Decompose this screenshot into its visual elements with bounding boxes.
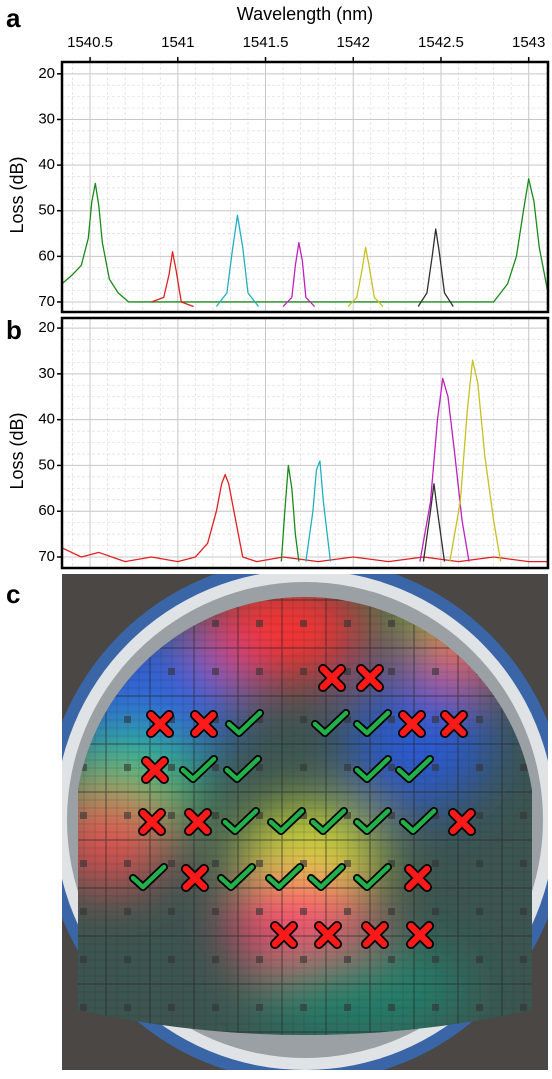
panel-label: c xyxy=(6,579,20,609)
pass-mark xyxy=(308,864,345,890)
pass-mark xyxy=(180,756,217,782)
fail-mark xyxy=(142,757,168,783)
fail-mark xyxy=(315,922,341,948)
pass-mark xyxy=(354,808,391,834)
y-tick-label: 50 xyxy=(38,202,55,219)
y-tick-label: 20 xyxy=(38,65,55,82)
y-tick-label: 50 xyxy=(38,456,55,473)
spectrum-line xyxy=(61,178,549,303)
fail-mark xyxy=(147,711,173,737)
wafer-photo xyxy=(62,574,548,1070)
pass-mark xyxy=(400,808,437,834)
die-marks xyxy=(129,664,476,949)
y-tick-label: 30 xyxy=(38,110,55,127)
x-tick-label: 1541.5 xyxy=(243,34,289,51)
y-tick-label: 30 xyxy=(38,365,55,382)
fail-mark xyxy=(362,922,388,948)
y-tick-label: 60 xyxy=(38,502,55,519)
y-tick-label: 70 xyxy=(38,548,55,565)
pass-mark xyxy=(354,864,391,890)
spectrum-line xyxy=(280,464,300,562)
pass-mark xyxy=(218,864,255,890)
spectrum-line xyxy=(282,242,316,307)
fail-mark xyxy=(407,922,433,948)
x-tick-label: 1541 xyxy=(161,34,194,51)
spectrum-line xyxy=(305,460,332,562)
spectrum-line xyxy=(422,483,446,562)
spectrum-line xyxy=(419,377,470,562)
pass-mark xyxy=(268,808,305,834)
x-tick-label: 1543 xyxy=(512,34,545,51)
fail-mark xyxy=(319,665,345,691)
fail-mark xyxy=(185,809,211,835)
x-tick-label: 1540.5 xyxy=(67,34,113,51)
y-tick-label: 40 xyxy=(38,411,55,428)
y-tick-label: 60 xyxy=(38,247,55,264)
plot: 20 30 40 50 60 70 Loss (dB) b xyxy=(6,315,550,570)
fail-mark xyxy=(357,665,383,691)
fail-mark xyxy=(182,865,208,891)
pass-mark xyxy=(310,808,347,834)
pass-mark xyxy=(226,710,263,736)
fail-mark xyxy=(191,711,217,737)
spectrum-line xyxy=(61,473,548,563)
plot: 20 30 40 50 60 70 1540.5 1541 1541.5 1542 1542.5 15… xyxy=(6,3,550,314)
pass-mark xyxy=(222,808,259,834)
y-tick-label: 40 xyxy=(38,156,55,173)
fail-mark xyxy=(399,711,425,737)
fail-mark xyxy=(271,922,297,948)
spectrum-line xyxy=(215,214,260,307)
x-tick-label: 1542 xyxy=(337,34,370,51)
fail-mark xyxy=(441,711,467,737)
fail-mark xyxy=(449,809,475,835)
panel-label: a xyxy=(6,3,21,33)
spectrum-line xyxy=(347,246,384,307)
panel-label: b xyxy=(6,315,22,345)
spectrum-line xyxy=(151,251,194,308)
plot-area xyxy=(62,318,548,568)
pass-mark xyxy=(130,864,167,890)
x-tick-label: 1542.5 xyxy=(418,34,464,51)
pass-mark xyxy=(312,710,349,736)
plot-frame xyxy=(60,316,550,570)
pass-mark xyxy=(224,756,261,782)
y-tick-label: 20 xyxy=(38,319,55,336)
pass-mark xyxy=(266,864,303,890)
fail-mark xyxy=(405,865,431,891)
y-axis-label: Loss (dB) xyxy=(7,412,27,489)
spectrum-line xyxy=(417,228,454,307)
y-axis-label: Loss (dB) xyxy=(7,156,27,233)
plot-area xyxy=(62,62,548,312)
y-tick-label: 70 xyxy=(38,293,55,310)
spectrum-line xyxy=(449,359,502,562)
pass-mark xyxy=(354,756,391,782)
x-axis-label: Wavelength (nm) xyxy=(237,4,373,24)
plot-frame xyxy=(60,60,550,314)
pass-mark xyxy=(396,756,433,782)
fail-mark xyxy=(139,809,165,835)
pass-mark xyxy=(354,710,391,736)
